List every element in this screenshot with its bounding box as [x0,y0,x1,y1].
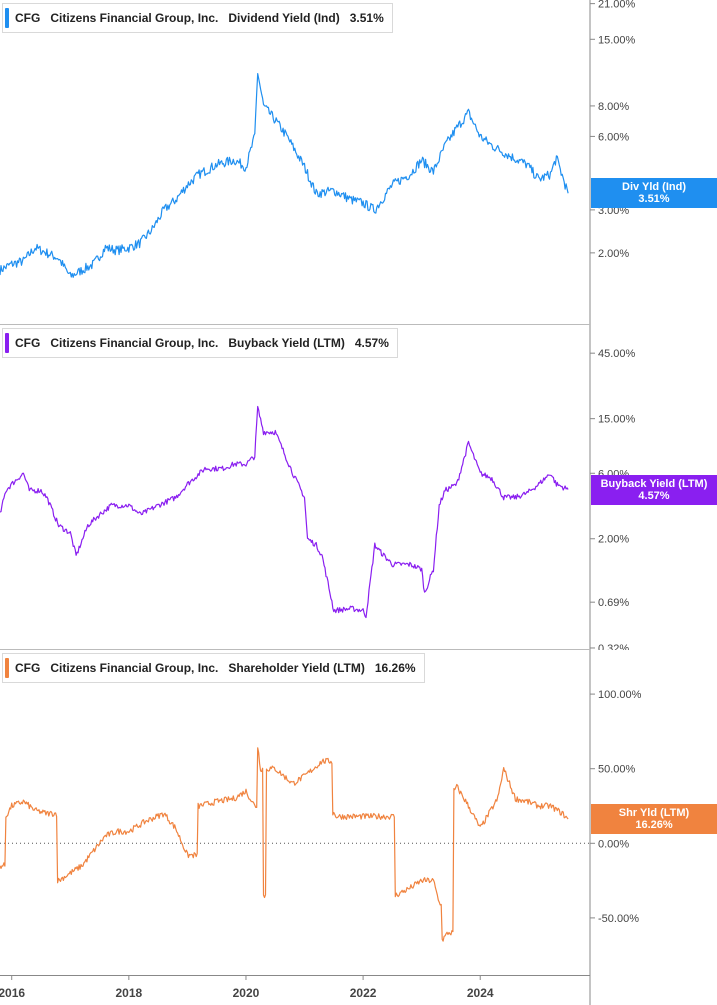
x-tick-label: 2016 [0,986,25,1000]
x-tick-label: 2022 [350,986,377,1000]
series-line [0,747,569,942]
buyback-legend: CFG Citizens Financial Group, Inc. Buyba… [2,328,398,358]
x-tick-label: 2020 [233,986,260,1000]
y-tick-label: 0.00% [598,838,629,850]
x-axis: 2016 2018 2020 2022 2024 [0,975,591,1005]
y-tick-label: 45.00% [598,348,636,360]
y-tick-label: 8.00% [598,101,629,113]
buyback-yield-panel: 45.00%15.00%6.00%2.00%0.69%0.32% CFG Cit… [0,325,717,650]
last-value-badge: Buyback Yield (LTM) 4.57% [591,475,717,505]
y-tick-label: 50.00% [598,764,636,776]
y-tick-label: 21.00% [598,0,636,11]
series-value: 4.57% [354,336,389,350]
x-tick-label: 2024 [467,986,494,1000]
last-value-badge: Div Yld (Ind) 3.51% [591,178,717,208]
series-swatch [5,333,9,353]
last-value-badge: Shr Yld (LTM) 16.26% [591,804,717,834]
badge-value: 4.57% [638,490,670,502]
y-tick-label: 2.00% [598,534,629,546]
badge-label: Buyback Yield (LTM) [600,478,708,490]
y-tick-label: 15.00% [598,34,636,46]
series-swatch [5,658,9,678]
shareholder-yield-chart: 100.00% 50.00% 0.00% -50.00% [0,650,642,1005]
company-name: Citizens Financial Group, Inc. [50,11,219,25]
dividend-yield-panel: 21.00% 15.00% 8.00% 6.00% 3.00% 2.00% CFG Cit… [0,0,717,325]
y-tick-label: 0.69% [598,597,629,609]
series-name: Shareholder Yield (LTM) [228,661,365,675]
series-name: Dividend Yield (Ind) [228,11,340,25]
y-tick-label: 6.00% [598,131,629,143]
company-name: Citizens Financial Group, Inc. [50,336,219,350]
dividend-legend: CFG Citizens Financial Group, Inc. Divid… [2,3,393,33]
series-swatch [5,8,9,28]
buyback-yield-chart: 45.00%15.00%6.00%2.00%0.69%0.32% [0,325,636,650]
y-tick-label: 2.00% [598,248,629,260]
badge-value: 3.51% [638,193,670,205]
ticker-label: CFG [15,661,41,675]
shareholder-yield-panel: 100.00% 50.00% 0.00% -50.00% CFG Citizens F… [0,650,717,1005]
ticker-label: CFG [15,336,41,350]
series-name: Buyback Yield (LTM) [228,336,345,350]
badge-label: Shr Yld (LTM) [618,807,690,819]
badge-label: Div Yld (Ind) [622,181,686,193]
series-line [0,73,569,278]
dividend-yield-chart: 21.00%15.00%8.00%6.00%3.00%2.00% [0,0,636,325]
series-line [0,405,569,619]
badge-value: 16.26% [635,819,673,831]
series-value: 3.51% [349,11,384,25]
company-name: Citizens Financial Group, Inc. [50,661,219,675]
shareholder-legend: CFG Citizens Financial Group, Inc. Share… [2,653,425,683]
x-tick-label: 2018 [115,986,142,1000]
y-tick-label: 15.00% [598,414,636,426]
series-value: 16.26% [374,661,416,675]
y-tick-label: 0.32% [598,643,629,650]
ticker-label: CFG [15,11,41,25]
y-tick-label: -50.00% [598,913,639,925]
y-tick-label: 100.00% [598,689,642,701]
